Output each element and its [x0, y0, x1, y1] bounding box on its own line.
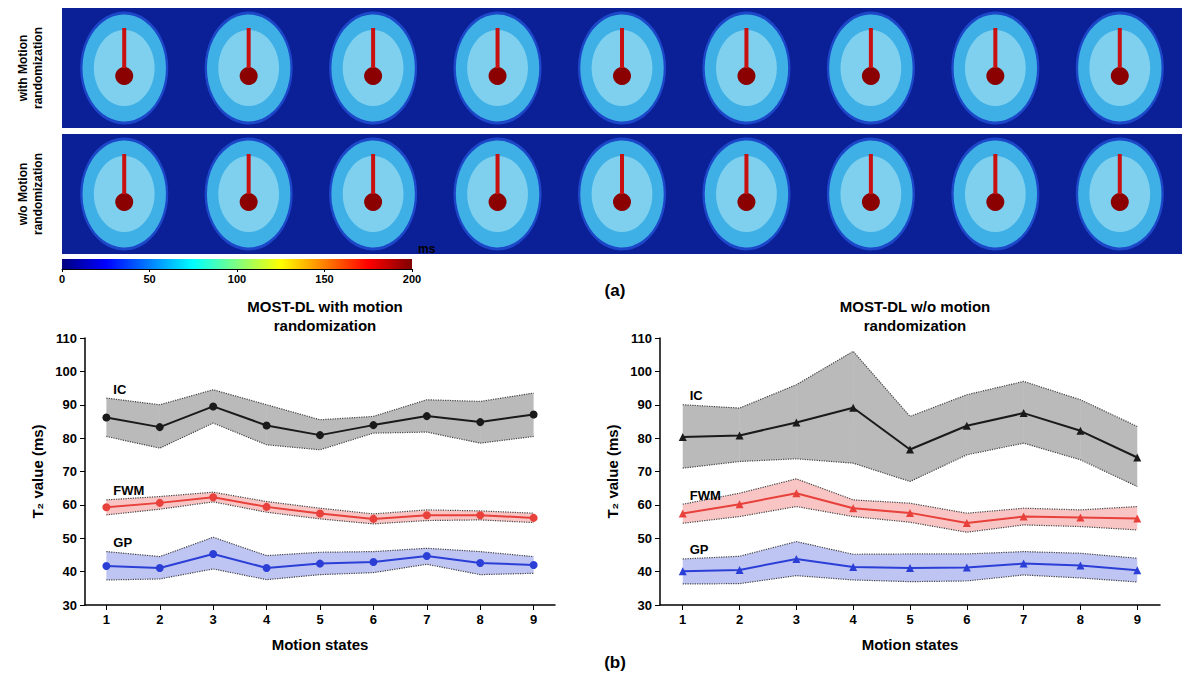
- svg-text:6: 6: [370, 612, 377, 627]
- svg-text:8: 8: [1077, 612, 1084, 627]
- svg-text:8: 8: [477, 612, 484, 627]
- svg-text:w/o Motion: w/o Motion: [16, 163, 30, 227]
- svg-text:90: 90: [63, 397, 77, 412]
- svg-text:GP: GP: [113, 535, 132, 550]
- svg-text:4: 4: [850, 612, 858, 627]
- svg-text:50: 50: [63, 531, 77, 546]
- svg-text:1: 1: [103, 612, 110, 627]
- svg-text:randomization: randomization: [864, 317, 967, 334]
- svg-text:3: 3: [210, 612, 217, 627]
- svg-text:100: 100: [228, 273, 246, 285]
- svg-text:Motion states: Motion states: [862, 636, 959, 653]
- svg-text:MOST-DL with motion: MOST-DL with motion: [247, 298, 403, 315]
- svg-text:(b): (b): [604, 653, 626, 672]
- svg-text:randomization: randomization: [31, 27, 45, 109]
- svg-text:100: 100: [630, 364, 652, 379]
- svg-text:4: 4: [263, 612, 271, 627]
- svg-text:50: 50: [143, 273, 155, 285]
- svg-text:40: 40: [63, 564, 77, 579]
- svg-text:5: 5: [316, 612, 323, 627]
- svg-text:200: 200: [403, 273, 421, 285]
- svg-text:90: 90: [638, 397, 652, 412]
- svg-text:Motion states: Motion states: [272, 636, 369, 653]
- svg-text:randomization: randomization: [31, 153, 45, 235]
- svg-text:70: 70: [638, 464, 652, 479]
- svg-text:9: 9: [1134, 612, 1141, 627]
- svg-text:FWM: FWM: [113, 483, 144, 498]
- svg-text:IC: IC: [113, 382, 127, 397]
- svg-text:randomization: randomization: [274, 317, 377, 334]
- svg-text:FWM: FWM: [690, 488, 721, 503]
- svg-text:MOST-DL w/o motion: MOST-DL w/o motion: [840, 298, 991, 315]
- svg-text:T₂ value (ms): T₂ value (ms): [29, 424, 46, 518]
- svg-text:2: 2: [156, 612, 163, 627]
- svg-text:5: 5: [906, 612, 913, 627]
- svg-text:3: 3: [793, 612, 800, 627]
- svg-text:2: 2: [736, 612, 743, 627]
- svg-text:80: 80: [638, 431, 652, 446]
- svg-text:60: 60: [63, 497, 77, 512]
- svg-text:0: 0: [59, 273, 65, 285]
- svg-text:GP: GP: [690, 542, 709, 557]
- svg-text:30: 30: [63, 598, 77, 613]
- svg-text:60: 60: [638, 497, 652, 512]
- svg-text:T₂ value (ms): T₂ value (ms): [604, 424, 621, 518]
- svg-text:with Motion: with Motion: [16, 35, 30, 103]
- svg-text:(a): (a): [605, 281, 626, 300]
- svg-text:IC: IC: [690, 388, 704, 403]
- svg-text:100: 100: [55, 364, 77, 379]
- svg-text:70: 70: [63, 464, 77, 479]
- svg-text:7: 7: [1020, 612, 1027, 627]
- svg-text:1: 1: [679, 612, 686, 627]
- svg-text:40: 40: [638, 564, 652, 579]
- svg-text:9: 9: [530, 612, 537, 627]
- svg-text:150: 150: [315, 273, 333, 285]
- svg-text:110: 110: [631, 331, 652, 346]
- svg-text:7: 7: [423, 612, 430, 627]
- svg-text:6: 6: [963, 612, 970, 627]
- svg-text:80: 80: [63, 431, 77, 446]
- svg-text:50: 50: [638, 531, 652, 546]
- svg-text:110: 110: [56, 331, 77, 346]
- svg-text:ms: ms: [418, 242, 436, 256]
- svg-text:30: 30: [638, 598, 652, 613]
